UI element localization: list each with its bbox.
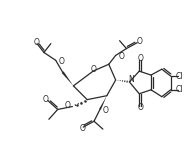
- Text: Cl: Cl: [176, 72, 183, 81]
- Text: Cl: Cl: [176, 85, 183, 94]
- Text: O: O: [137, 54, 143, 63]
- Text: O: O: [65, 101, 70, 110]
- Text: O: O: [119, 52, 124, 61]
- Text: N: N: [129, 76, 134, 85]
- Text: O: O: [43, 95, 49, 104]
- Text: O: O: [91, 65, 97, 74]
- Polygon shape: [62, 71, 73, 86]
- Text: O: O: [136, 37, 142, 46]
- Text: O: O: [79, 124, 85, 133]
- Text: O: O: [59, 57, 64, 66]
- Polygon shape: [99, 96, 107, 110]
- Text: O: O: [137, 103, 143, 112]
- Text: O: O: [103, 106, 109, 115]
- Text: O: O: [33, 38, 39, 47]
